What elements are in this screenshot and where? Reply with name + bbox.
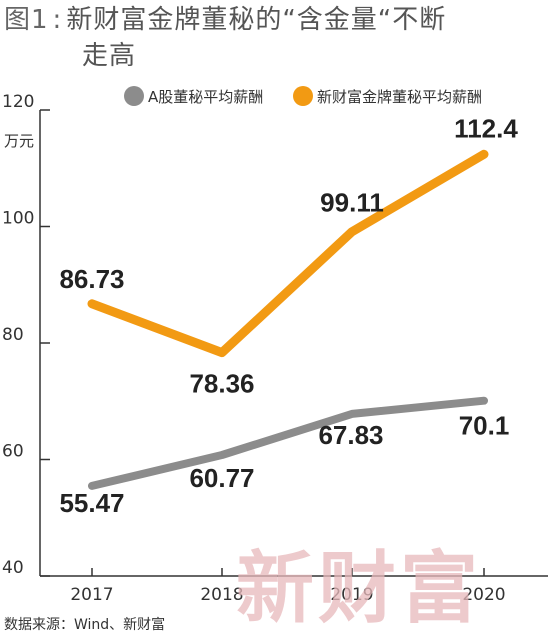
data-label: 67.83 bbox=[318, 420, 383, 450]
data-label: 112.4 bbox=[454, 113, 518, 143]
series-line-a-share bbox=[92, 401, 484, 486]
y-tick-label: 120 bbox=[2, 92, 34, 112]
y-tick-label: 100 bbox=[2, 209, 34, 229]
y-axis-unit: 万元 bbox=[4, 132, 34, 150]
data-label: 78.36 bbox=[189, 369, 254, 399]
data-label: 60.77 bbox=[189, 463, 254, 493]
y-tick-label: 60 bbox=[2, 442, 24, 462]
legend-label: A股董秘平均薪酬 bbox=[148, 88, 263, 106]
legend-marker bbox=[124, 86, 144, 106]
legend-marker bbox=[293, 86, 313, 106]
data-label: 55.47 bbox=[59, 488, 124, 518]
y-tick-label: 40 bbox=[2, 558, 24, 578]
data-label: 99.11 bbox=[320, 188, 384, 218]
legend-label: 新财富金牌董秘平均薪酬 bbox=[317, 88, 482, 106]
series-line-gold-medal bbox=[92, 154, 484, 352]
x-tick-label: 2017 bbox=[70, 585, 113, 605]
y-tick-label: 80 bbox=[2, 325, 24, 345]
data-source-note: 数据来源：Wind、新财富 bbox=[4, 614, 165, 634]
data-label: 86.73 bbox=[59, 264, 124, 294]
data-label: 70.1 bbox=[459, 411, 510, 441]
watermark-logo: 新财富 bbox=[236, 526, 482, 638]
